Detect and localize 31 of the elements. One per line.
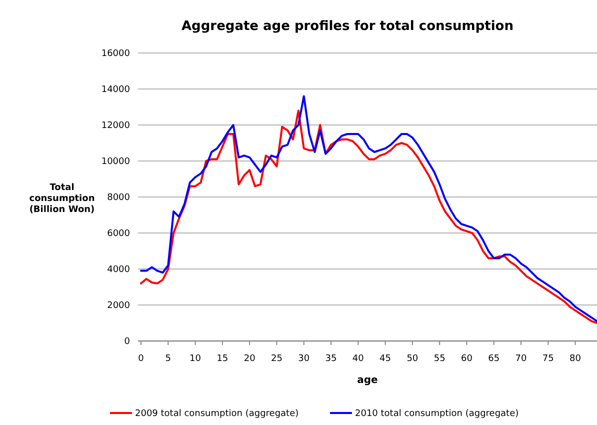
y-tick-label: 0 — [124, 337, 130, 347]
x-tick-label: 50 — [406, 354, 418, 364]
x-axis-title: age — [357, 375, 378, 386]
x-tick-label: 70 — [515, 354, 527, 364]
y-tick-label: 12000 — [101, 121, 130, 131]
y-tick-label: 10000 — [101, 157, 130, 167]
legend-label: 2010 total consumption (aggregate) — [355, 409, 519, 419]
y-tick-label: 2000 — [107, 301, 130, 311]
x-tick-label: 20 — [244, 354, 256, 364]
x-tick-label: 0 — [138, 354, 144, 364]
x-tick-label: 55 — [434, 354, 446, 364]
x-tick-label: 65 — [488, 354, 500, 364]
x-tick-label: 5 — [165, 354, 172, 364]
x-tick-label: 35 — [325, 354, 337, 364]
y-axis-title: Total consumption (Billion Won) — [29, 183, 95, 215]
y-tick-label: 16000 — [101, 49, 130, 59]
x-tick-label: 80 — [570, 354, 582, 364]
x-tick-label: 60 — [460, 354, 473, 364]
y-tick-label: 14000 — [101, 85, 130, 95]
y-tick-label: 6000 — [107, 229, 130, 239]
chart-title: Aggregate age profiles for total consumption — [181, 19, 514, 34]
legend-label: 2009 total consumption (aggregate) — [135, 409, 299, 419]
y-tick-label: 8000 — [107, 193, 130, 203]
x-tick-label: 25 — [270, 354, 282, 364]
x-tick-label: 40 — [352, 354, 364, 364]
x-tick-label: 15 — [216, 354, 228, 364]
x-tick-label: 10 — [190, 354, 202, 364]
x-tick-label: 75 — [542, 354, 554, 364]
y-tick-label: 4000 — [107, 265, 130, 275]
x-tick-label: 45 — [380, 354, 392, 364]
x-tick-label: 30 — [298, 354, 310, 364]
